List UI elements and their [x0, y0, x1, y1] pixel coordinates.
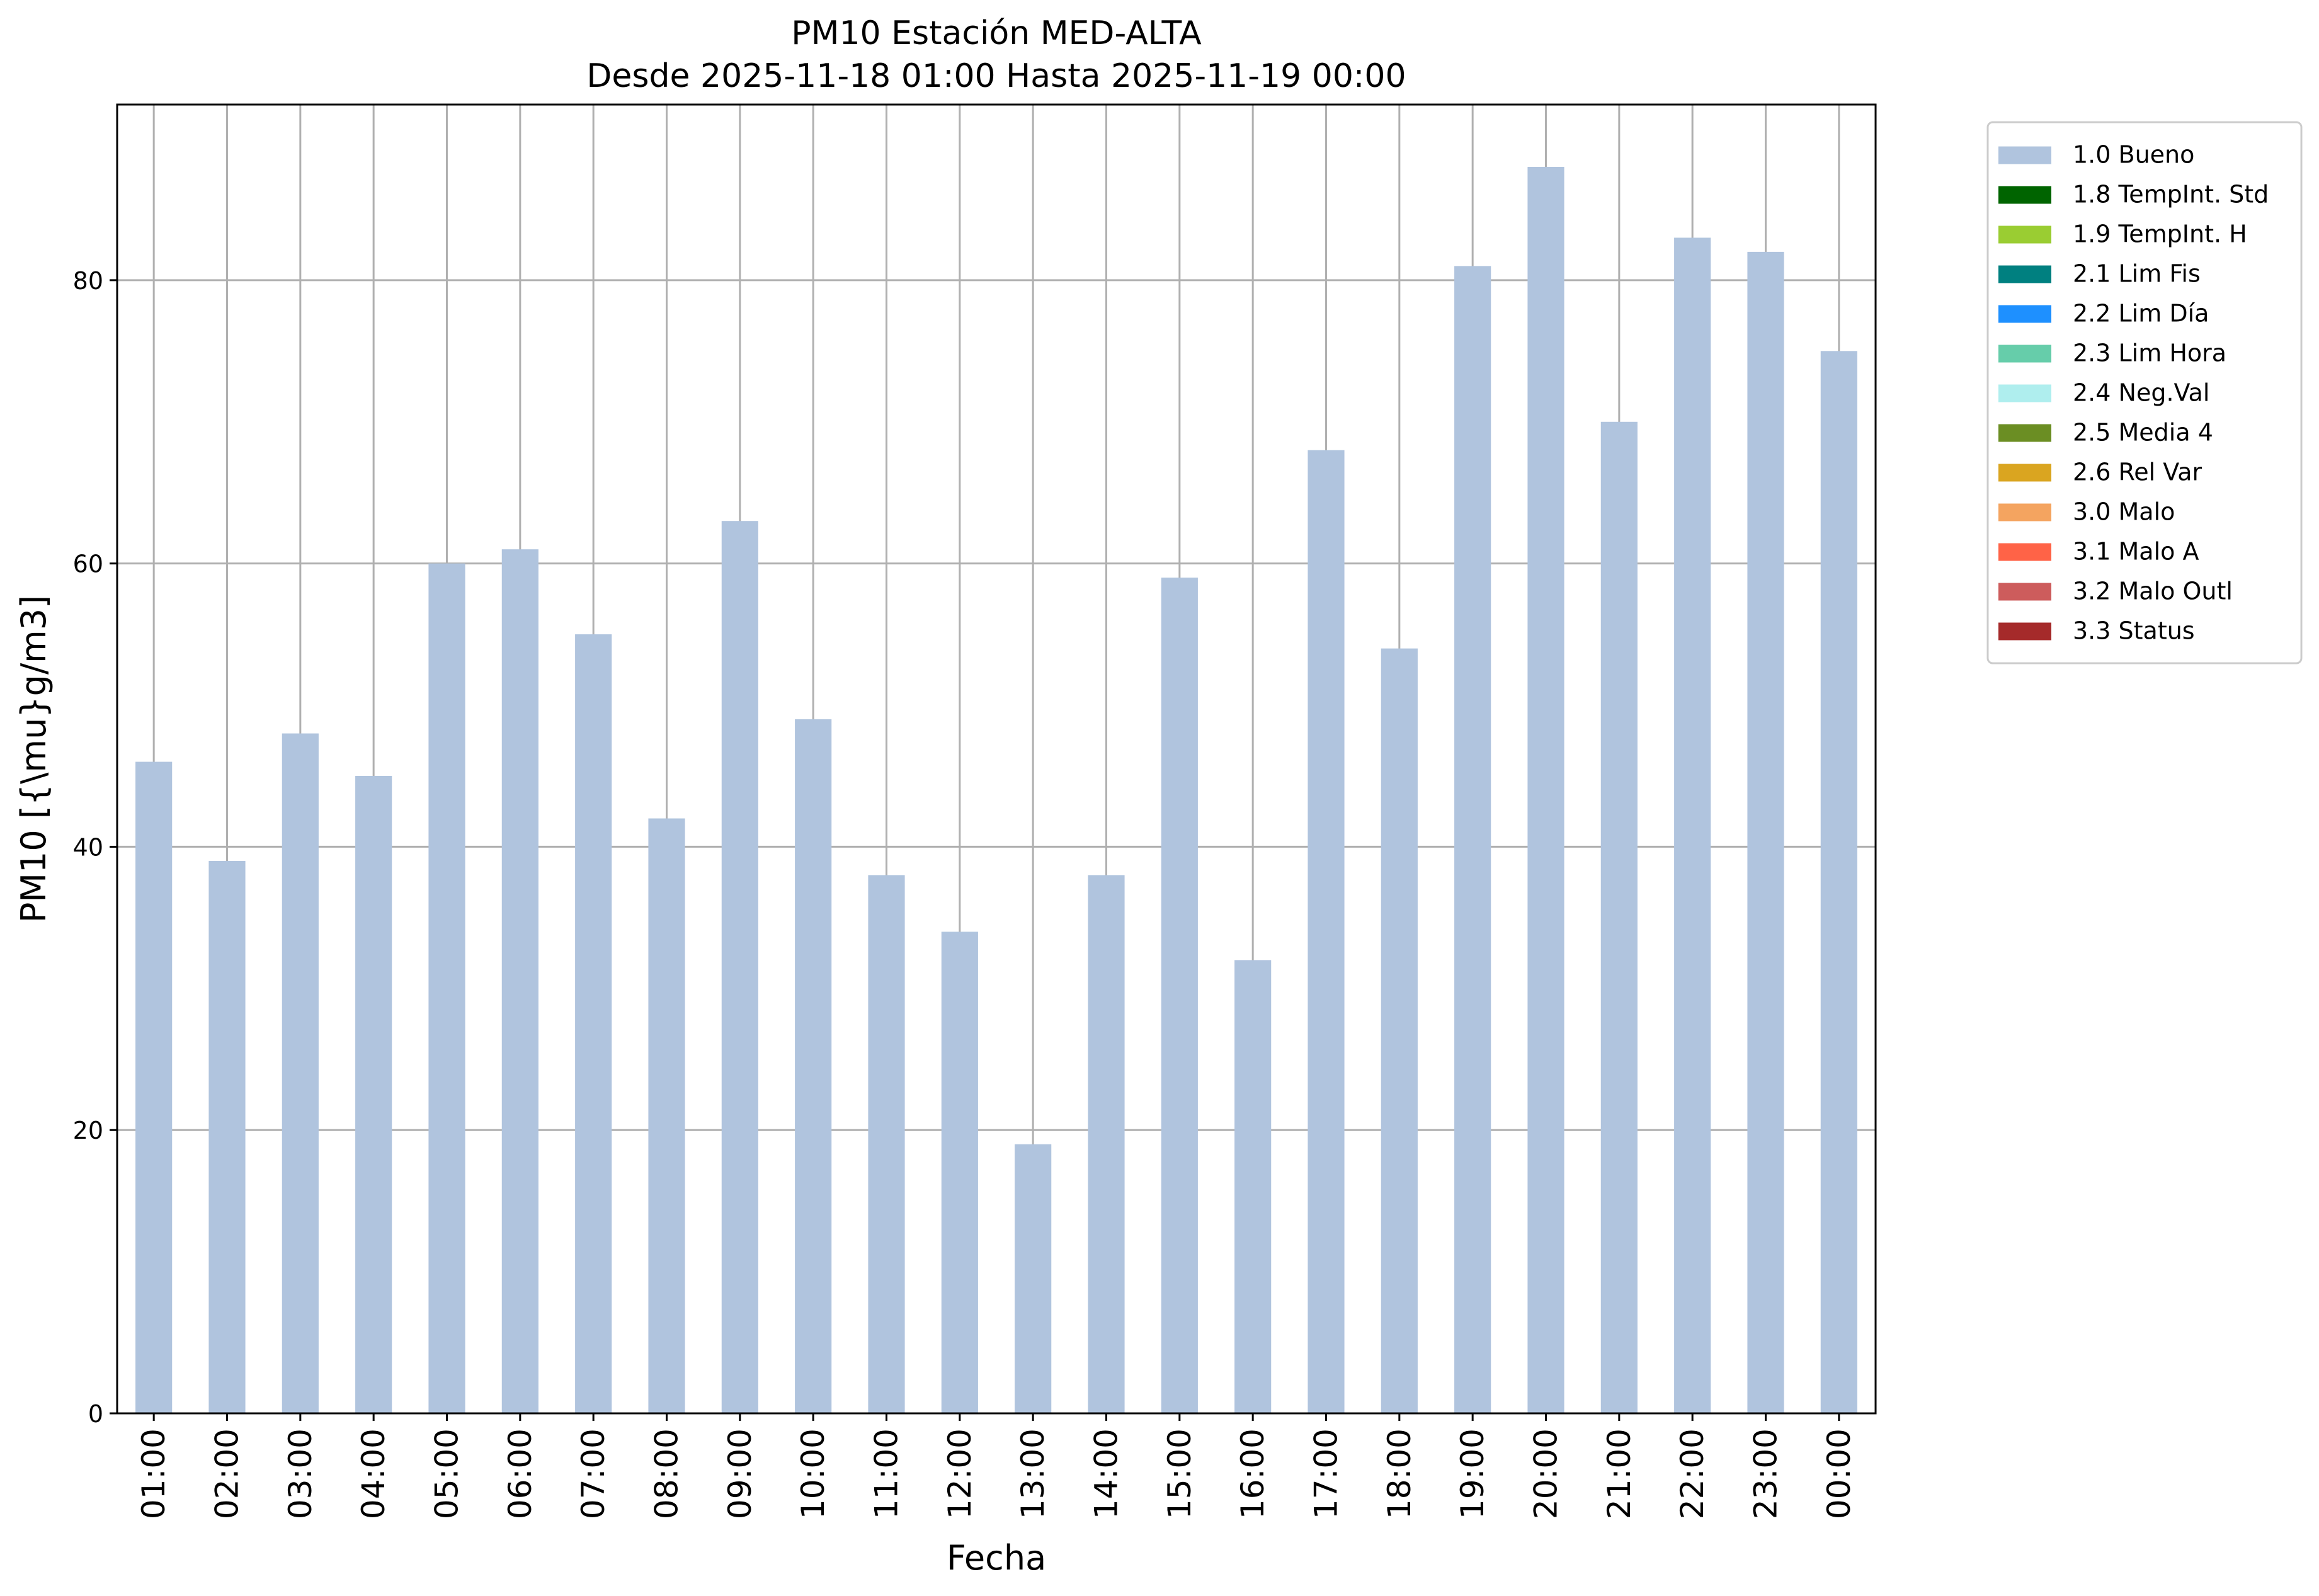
chart-subtitle: Desde 2025-11-18 01:00 Hasta 2025-11-19 … [586, 57, 1406, 95]
legend-label: 2.6 Rel Var [2073, 459, 2202, 486]
x-axis-label: Fecha [947, 1538, 1046, 1578]
x-tick-label: 07:00 [575, 1428, 612, 1519]
x-tick-label: 09:00 [722, 1428, 758, 1519]
legend-label: 3.0 Malo [2073, 498, 2175, 526]
legend-swatch [1998, 503, 2051, 522]
y-tick-label: 0 [88, 1400, 103, 1428]
legend-swatch [1998, 146, 2051, 164]
bar [795, 719, 832, 1413]
legend-label: 2.3 Lim Hora [2073, 339, 2226, 367]
bar-series [135, 166, 1857, 1414]
bar [1600, 421, 1638, 1413]
x-tick-label: 18:00 [1381, 1428, 1418, 1519]
x-tick-label: 14:00 [1088, 1428, 1125, 1519]
bar [648, 818, 685, 1413]
x-tick-label: 23:00 [1748, 1428, 1784, 1519]
x-tick-label: 08:00 [649, 1428, 685, 1519]
bar [575, 634, 612, 1413]
legend-swatch [1998, 186, 2051, 204]
x-tick-label: 03:00 [282, 1428, 319, 1519]
bar [208, 860, 246, 1413]
x-tick-label: 15:00 [1161, 1428, 1198, 1519]
x-tick-label: 12:00 [942, 1428, 978, 1519]
y-axis-label: PM10 [{\mu}g/m3] [14, 595, 54, 923]
bar [1381, 648, 1418, 1413]
legend-label: 3.3 Status [2073, 617, 2195, 645]
x-tick-label: 21:00 [1601, 1428, 1638, 1519]
bar [355, 775, 392, 1413]
x-tick-label: 13:00 [1015, 1428, 1051, 1519]
bar [501, 549, 538, 1413]
legend-label: 2.5 Media 4 [2073, 419, 2213, 447]
legend-swatch [1998, 225, 2051, 244]
legend-label: 1.0 Bueno [2073, 141, 2194, 169]
legend-box [1986, 121, 2303, 664]
bar [282, 733, 319, 1413]
bar [428, 563, 465, 1413]
y-tick-label: 60 [73, 550, 103, 578]
legend-swatch [1998, 543, 2051, 561]
x-tick-label: 06:00 [502, 1428, 538, 1519]
x-axis-ticks: 01:00 02:00 03:00 04:00 05:00 06:00 07:00 08:00… [135, 1413, 1857, 1519]
bar [1161, 578, 1198, 1413]
legend-swatch [1998, 305, 2051, 323]
legend-swatch [1998, 384, 2051, 402]
x-tick-label: 01:00 [135, 1428, 172, 1519]
bar [868, 875, 905, 1413]
legend-label: 2.1 Lim Fis [2073, 260, 2201, 288]
legend-swatch [1998, 265, 2051, 283]
y-tick-label: 80 [73, 267, 103, 295]
plot-frame [116, 103, 1877, 1415]
chart-title: PM10 Estación MED-ALTA [791, 14, 1202, 52]
legend-swatch [1998, 424, 2051, 442]
legend-swatch [1998, 345, 2051, 363]
legend-label: 1.8 TempInt. Std [2073, 181, 2269, 208]
bar [1747, 251, 1784, 1413]
bar [1820, 351, 1857, 1413]
bar [1308, 450, 1345, 1414]
legend-label: 2.2 Lim Día [2073, 300, 2209, 328]
bar [1454, 266, 1491, 1414]
legend-label: 3.2 Malo Outl [2073, 578, 2233, 605]
legend-swatch [1998, 583, 2051, 601]
x-tick-label: 11:00 [869, 1428, 905, 1519]
y-axis-ticks: 0 20 40 60 80 [73, 267, 117, 1428]
y-tick-label: 20 [73, 1117, 103, 1144]
bar [1234, 960, 1272, 1413]
x-tick-label: 04:00 [355, 1428, 392, 1519]
x-tick-label: 10:00 [795, 1428, 831, 1519]
bar [135, 761, 173, 1413]
x-tick-label: 00:00 [1821, 1428, 1857, 1519]
legend-label: 1.9 TempInt. H [2073, 220, 2247, 248]
y-tick-label: 40 [73, 833, 103, 861]
x-tick-label: 05:00 [429, 1428, 465, 1519]
x-tick-label: 22:00 [1674, 1428, 1711, 1519]
bar [721, 521, 758, 1413]
legend-swatch [1998, 464, 2051, 482]
legend-label: 3.1 Malo A [2073, 538, 2199, 566]
legend: 1.0 Bueno 1.8 TempInt. Std 1.9 TempInt. H 2… [1986, 121, 2303, 664]
x-tick-label: 16:00 [1234, 1428, 1271, 1519]
x-tick-label: 19:00 [1454, 1428, 1491, 1519]
bar [1527, 166, 1564, 1413]
legend-swatch [1998, 622, 2051, 641]
bar [1088, 875, 1125, 1413]
bar [1674, 237, 1711, 1414]
bar [1015, 1144, 1052, 1413]
x-tick-label: 20:00 [1528, 1428, 1564, 1519]
x-tick-label: 02:00 [209, 1428, 246, 1519]
legend-label: 2.4 Neg.Val [2073, 379, 2209, 407]
bar [941, 932, 978, 1413]
x-tick-label: 17:00 [1308, 1428, 1345, 1519]
